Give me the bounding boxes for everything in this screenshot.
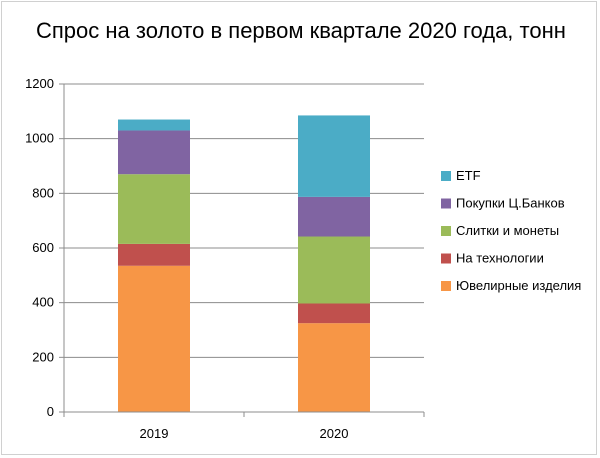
bar-segment	[298, 115, 370, 197]
legend-swatch	[441, 253, 451, 264]
y-tick-label: 400	[32, 295, 54, 310]
legend-label: Слитки и монеты	[456, 223, 559, 238]
legend-label: Ювелирные изделия	[456, 278, 581, 293]
legend-swatch	[441, 281, 451, 291]
legend-label: ETF	[456, 168, 481, 183]
legend-swatch	[441, 226, 451, 236]
bar-segment	[118, 265, 190, 412]
bar-segment	[118, 130, 190, 175]
bar-segment	[298, 303, 370, 324]
y-tick-label: 800	[32, 185, 54, 200]
legend-label: На технологии	[456, 251, 544, 266]
bar-segment	[118, 243, 190, 266]
bar-segment	[118, 174, 190, 244]
axes: 0 200 400 600 800 1000 1200 2019 2020	[25, 76, 425, 441]
legend-swatch	[441, 171, 451, 181]
bar-segment	[298, 196, 370, 237]
bar-segment	[298, 323, 370, 412]
bar-segment	[298, 236, 370, 304]
y-tick-label: 0	[47, 404, 54, 419]
legend-swatch	[441, 198, 451, 209]
bar-segment	[118, 119, 190, 131]
y-tick-label: 600	[32, 240, 54, 255]
y-tick-label: 200	[32, 349, 54, 364]
legend: ETF Покупки Ц.Банков Слитки и монеты На тех…	[441, 168, 581, 293]
y-tick-label: 1000	[25, 131, 54, 146]
x-tick-label: 2019	[140, 426, 169, 441]
bars	[118, 115, 370, 412]
chart-title: Спрос на золото в первом квартале 2020 г…	[36, 18, 566, 43]
y-tick-label: 1200	[25, 76, 54, 91]
x-tick-label: 2020	[320, 426, 349, 441]
legend-label: Покупки Ц.Банков	[456, 196, 565, 211]
